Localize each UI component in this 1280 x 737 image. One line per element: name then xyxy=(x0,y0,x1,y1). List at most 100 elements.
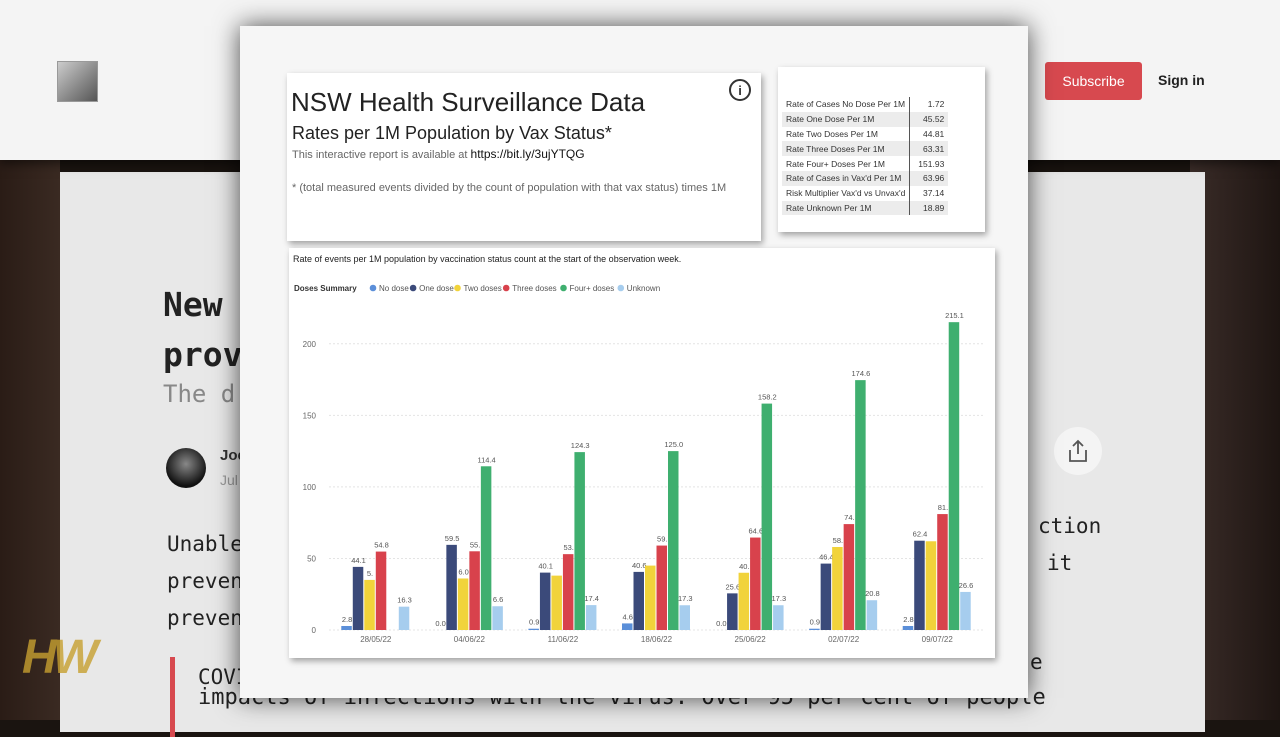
y-tick-label: 0 xyxy=(312,626,317,635)
data-label: 4.6 xyxy=(623,612,633,621)
bar xyxy=(364,579,375,630)
data-label: 0.9 xyxy=(529,618,539,627)
data-label: 158.2 xyxy=(758,393,777,402)
data-label: 59.5 xyxy=(445,534,460,543)
data-label: 2.8 xyxy=(903,615,913,624)
bar xyxy=(469,551,480,630)
data-label: 2.8 xyxy=(342,615,352,624)
author-avatar[interactable] xyxy=(166,448,206,488)
data-label: 5. xyxy=(367,569,373,578)
y-tick-label: 50 xyxy=(307,554,316,563)
background-right xyxy=(1190,160,1280,720)
bar xyxy=(492,606,503,630)
data-label: 40.6 xyxy=(632,561,647,570)
bar xyxy=(855,380,866,630)
bar xyxy=(832,546,843,630)
bar xyxy=(960,591,971,630)
stats-label: Rate of Cases No Dose Per 1M xyxy=(786,99,906,110)
bar xyxy=(446,544,457,630)
stats-row: Rate Three Doses Per 1M 63.31 xyxy=(782,141,949,157)
stats-value: 18.89 xyxy=(909,200,949,216)
x-tick-label: 04/06/22 xyxy=(454,635,486,644)
x-tick-label: 28/05/22 xyxy=(360,635,392,644)
report-link[interactable]: https://bit.ly/3ujYTQG xyxy=(470,147,585,161)
body-line-3: preven xyxy=(167,606,243,630)
data-label: 215.1 xyxy=(945,311,964,320)
share-button[interactable] xyxy=(1054,427,1102,475)
stats-row: Rate of Cases No Dose Per 1M 1.72 xyxy=(782,97,949,112)
bar xyxy=(937,514,948,630)
y-tick-label: 150 xyxy=(303,411,317,420)
data-label: 44.1 xyxy=(351,556,366,565)
data-label: 0.0 xyxy=(716,619,726,628)
data-label: 174.6 xyxy=(852,369,871,378)
background-left xyxy=(0,160,60,720)
quote-bar xyxy=(170,657,175,737)
report-subtitle: Rates per 1M Population by Vax Status* xyxy=(292,123,612,143)
stats-value: 151.93 xyxy=(909,156,949,171)
bar xyxy=(820,563,832,630)
body-line-2: preven xyxy=(167,569,243,593)
bar xyxy=(679,605,690,630)
data-label: 6.0 xyxy=(458,567,468,576)
data-label: 6.6 xyxy=(493,595,503,604)
legend-label: Two doses xyxy=(464,284,502,293)
stats-row: Risk Multiplier Vax'd vs Unvax'd 37.14 xyxy=(782,185,949,201)
data-label: 26.6 xyxy=(959,581,974,590)
data-label: 114.4 xyxy=(477,455,495,464)
x-tick-label: 18/06/22 xyxy=(641,635,673,644)
bar xyxy=(457,578,469,630)
legend-label: No dose xyxy=(379,284,409,293)
legend-label: Unknown xyxy=(627,284,660,293)
bar xyxy=(480,466,492,630)
stats-value: 44.81 xyxy=(909,126,949,142)
data-label: 17.3 xyxy=(678,594,693,603)
legend-marker xyxy=(454,284,461,292)
info-icon[interactable]: i xyxy=(729,79,751,101)
legend-marker xyxy=(369,284,377,292)
legend-label: Three doses xyxy=(512,284,556,293)
quote-line-1-end: e xyxy=(1030,650,1043,674)
data-label: 54.8 xyxy=(374,541,389,550)
report-link-prefix: This interactive report is available at xyxy=(292,149,471,161)
bar xyxy=(914,540,925,630)
article-subtitle: The d xyxy=(163,380,236,408)
legend-marker xyxy=(502,284,510,292)
stats-value: 1.72 xyxy=(909,97,949,112)
data-label: 16.3 xyxy=(397,596,412,605)
stats-row: Rate One Dose Per 1M 45.52 xyxy=(782,111,949,127)
data-label: 58. xyxy=(833,536,843,545)
y-tick-label: 200 xyxy=(303,340,317,349)
sign-in-link[interactable]: Sign in xyxy=(1158,72,1205,88)
site-logo[interactable] xyxy=(57,61,98,102)
data-label: 25.6 xyxy=(726,582,741,591)
legend-marker xyxy=(409,284,417,292)
data-label: 125.0 xyxy=(664,440,683,449)
body-line-right-2: it xyxy=(1047,551,1073,575)
bar xyxy=(750,537,761,630)
data-label: 40. xyxy=(739,562,749,571)
data-label: 62.4 xyxy=(913,530,928,539)
stats-table: Rate of Cases No Dose Per 1M 1.72 Rate One… xyxy=(782,97,949,216)
bar xyxy=(809,628,820,630)
author-name[interactable]: Joe xyxy=(220,447,246,464)
y-tick-label: 100 xyxy=(303,483,317,492)
data-label: 0.0 xyxy=(435,619,445,628)
stats-label: Rate Two Doses Per 1M xyxy=(786,128,878,139)
stats-card: Rate of Cases No Dose Per 1M 1.72 Rate One… xyxy=(778,67,985,232)
stats-value: 37.14 xyxy=(909,185,949,201)
legend-label: Four+ doses xyxy=(570,284,615,293)
chart-title: Rate of events per 1M population by vacc… xyxy=(293,254,681,264)
report-title: NSW Health Surveillance Data xyxy=(291,87,646,117)
bar xyxy=(341,625,352,630)
data-label: 74. xyxy=(844,513,854,522)
bar xyxy=(925,541,937,630)
bar xyxy=(727,593,738,630)
subscribe-button[interactable]: Subscribe xyxy=(1045,62,1142,100)
data-label: 59. xyxy=(657,535,667,544)
bar xyxy=(843,524,855,630)
stats-label: Rate of Cases in Vax'd Per 1M xyxy=(782,170,910,186)
body-line-1: Unable xyxy=(167,532,243,556)
bar xyxy=(622,623,633,630)
stats-row: Rate of Cases in Vax'd Per 1M 63.96 xyxy=(782,170,949,186)
